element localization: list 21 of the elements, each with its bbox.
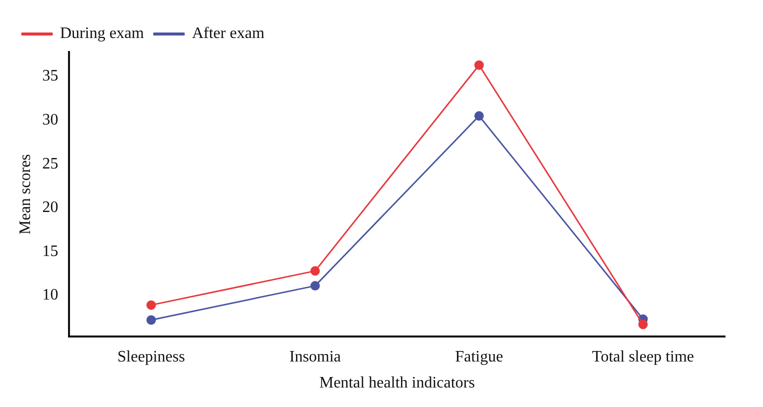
- y-tick-label: 30: [42, 112, 58, 129]
- legend-label: After exam: [192, 25, 265, 42]
- x-axis-title: Mental health indicators: [319, 374, 475, 392]
- point: [310, 281, 320, 291]
- y-tick-label: 15: [42, 242, 58, 260]
- point: [146, 300, 156, 310]
- y-tick-label: 10: [42, 286, 58, 304]
- x-tick-label: Fatigue: [455, 348, 504, 366]
- point: [474, 111, 484, 121]
- point: [310, 266, 320, 276]
- x-tick-label: Insomia: [289, 348, 341, 366]
- y-tick-label: 20: [42, 199, 58, 216]
- x-tick-label: Total sleep time: [592, 348, 694, 366]
- legend-label: During exam: [60, 25, 145, 42]
- point: [474, 60, 484, 70]
- point: [638, 320, 648, 330]
- y-axis-title: Mean scores: [16, 154, 34, 235]
- y-tick-label: 35: [42, 68, 58, 85]
- y-tick-label: 25: [42, 155, 58, 172]
- x-tick-label: Sleepiness: [117, 348, 185, 366]
- point: [146, 315, 156, 325]
